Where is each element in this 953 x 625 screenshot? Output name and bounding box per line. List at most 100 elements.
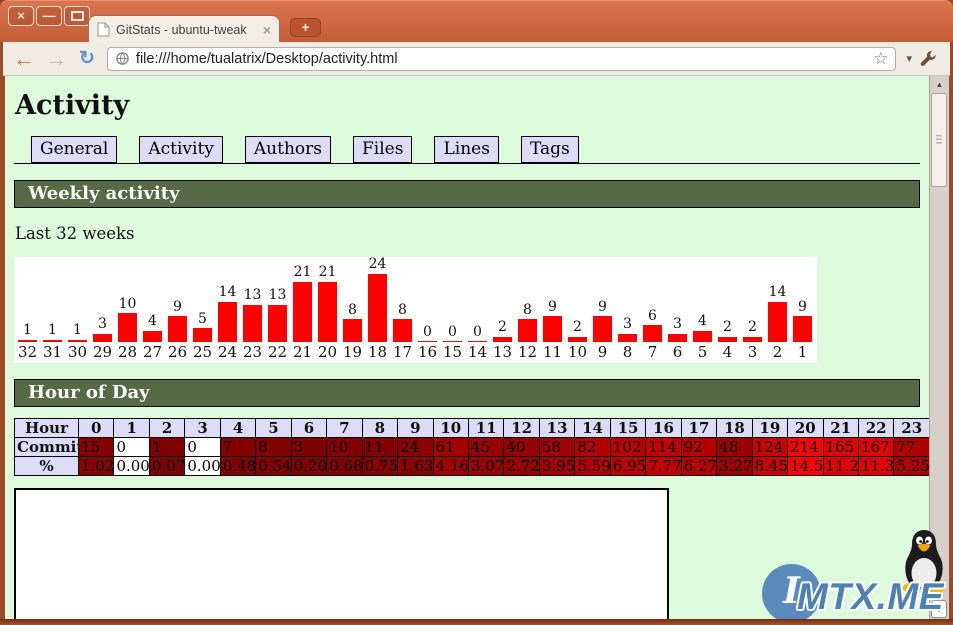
url-input[interactable] xyxy=(135,50,868,67)
percent-cell: 14.58 xyxy=(787,456,824,477)
commits-cell: 61 xyxy=(432,437,469,458)
week-number-label: 25 xyxy=(192,343,213,362)
commits-cell: 7 xyxy=(219,437,257,458)
commit-bar xyxy=(768,301,787,343)
week-number-label: 1 xyxy=(797,343,808,362)
bookmark-star-icon[interactable]: ☆ xyxy=(873,49,889,68)
nav-tab-authors[interactable]: Authors xyxy=(244,136,331,164)
back-button[interactable]: ← xyxy=(13,47,35,70)
bar-value-label: 3 xyxy=(623,316,632,333)
scroll-up-button[interactable]: ▲ xyxy=(930,78,949,91)
nav-tab-tags[interactable]: Tags xyxy=(520,136,579,164)
commits-cell: 11 xyxy=(361,437,399,458)
page-doc-icon xyxy=(97,22,110,37)
week-bar-column: 4 27 xyxy=(140,257,165,363)
bar-value-label: 0 xyxy=(473,323,482,340)
bar-value-label: 13 xyxy=(268,287,287,304)
nav-tab-activity[interactable]: Activity xyxy=(139,136,223,164)
window-close-button[interactable]: × xyxy=(8,6,34,26)
week-bar-column: 21 21 xyxy=(290,257,315,363)
bar-value-label: 6 xyxy=(648,307,657,324)
titlebar[interactable]: × — GitStats - ubuntu-tweak × + xyxy=(0,0,953,43)
week-number-label: 2 xyxy=(772,343,783,362)
week-number-label: 29 xyxy=(92,343,113,362)
week-bar-column: 0 15 xyxy=(440,257,465,363)
commit-bar xyxy=(693,330,712,343)
week-number-label: 30 xyxy=(67,343,88,362)
week-bar-column: 5 25 xyxy=(190,257,215,363)
percent-cell: 0.20 xyxy=(290,456,328,477)
bar-value-label: 9 xyxy=(598,298,607,315)
toolbar: ← → ↻ ☆ ▾ xyxy=(3,42,950,76)
window-maximize-button[interactable] xyxy=(64,6,90,26)
hour-header-cell: 2 xyxy=(148,418,186,439)
week-bar-column: 14 24 xyxy=(215,257,240,363)
tab-close-icon[interactable]: × xyxy=(262,21,271,38)
wrench-menu-button[interactable] xyxy=(918,49,938,69)
scroll-down-button[interactable]: ▼ xyxy=(931,600,947,618)
hour-header-cell: 15 xyxy=(609,418,647,439)
bar-value-label: 14 xyxy=(218,284,237,301)
bar-value-label: 2 xyxy=(573,319,582,336)
percent-cell: 2.72 xyxy=(503,456,540,477)
week-number-label: 12 xyxy=(517,343,538,362)
hour-header-cell: 23 xyxy=(893,418,929,439)
hour-header-cell: 12 xyxy=(503,418,540,439)
week-bar-column: 21 20 xyxy=(315,257,340,363)
bar-value-label: 5 xyxy=(198,310,207,327)
new-tab-button[interactable]: + xyxy=(290,18,321,37)
nav-tab-lines[interactable]: Lines xyxy=(434,136,499,164)
hour-header-cell: 17 xyxy=(680,418,718,439)
commits-cell: 167 xyxy=(857,437,895,458)
commits-cell: 58 xyxy=(538,437,576,458)
bar-value-label: 1 xyxy=(23,322,32,339)
week-bar-column: 0 14 xyxy=(465,257,490,363)
commits-cell: 92 xyxy=(680,437,718,458)
commit-bar xyxy=(218,301,237,343)
hour-header-cell: 16 xyxy=(645,418,682,439)
omnibox-dropdown-icon[interactable]: ▾ xyxy=(906,53,912,65)
week-bar-column: 8 17 xyxy=(390,257,415,363)
commits-cell: 82 xyxy=(574,437,611,458)
commit-bar xyxy=(343,319,362,343)
commit-bar xyxy=(293,281,312,343)
forward-button[interactable]: → xyxy=(45,47,67,70)
percent-cell: 3.95 xyxy=(538,456,576,477)
minimize-icon: — xyxy=(42,8,56,23)
week-bar-column: 13 23 xyxy=(240,257,265,363)
commits-cell: 48 xyxy=(716,437,753,458)
percent-cell: 0.00 xyxy=(113,456,150,477)
tab-title: GitStats - ubuntu-tweak xyxy=(116,22,247,37)
browser-tab[interactable]: GitStats - ubuntu-tweak × xyxy=(88,15,280,43)
week-number-label: 32 xyxy=(17,343,38,362)
commit-bar xyxy=(443,340,462,343)
hour-header-cell: 7 xyxy=(326,418,363,439)
commits-cell: 102 xyxy=(609,437,647,458)
window-minimize-button[interactable]: — xyxy=(36,6,62,26)
week-number-label: 13 xyxy=(492,343,513,362)
weekly-activity-chart: 1 32 1 31 1 30 3 29 10 28 4 27 9 26 5 25 14 24 13 23 13 22 21 2… xyxy=(14,256,817,364)
percent-cell: 0.48 xyxy=(219,456,257,477)
hour-header-cell: 22 xyxy=(857,418,895,439)
reload-button[interactable]: ↻ xyxy=(79,49,95,68)
hour-header-cell: 13 xyxy=(538,418,576,439)
bar-value-label: 9 xyxy=(548,298,557,315)
percent-cell: 6.95 xyxy=(609,456,647,477)
bar-value-label: 1 xyxy=(48,322,57,339)
nav-tab-files[interactable]: Files xyxy=(353,136,413,164)
nav-tab-general[interactable]: General xyxy=(31,136,118,164)
commits-cell: 0 xyxy=(113,437,150,458)
week-bar-column: 1 32 xyxy=(15,257,40,363)
scrollbar-thumb[interactable] xyxy=(931,93,947,187)
commits-row-label: Commits xyxy=(14,437,79,458)
address-bar[interactable]: ☆ xyxy=(106,46,897,71)
week-number-label: 23 xyxy=(242,343,263,362)
scrollbar[interactable]: ▲ ▼ xyxy=(929,76,949,619)
week-number-label: 4 xyxy=(722,343,733,362)
week-number-label: 6 xyxy=(672,343,683,362)
page-title: Activity xyxy=(15,90,130,121)
